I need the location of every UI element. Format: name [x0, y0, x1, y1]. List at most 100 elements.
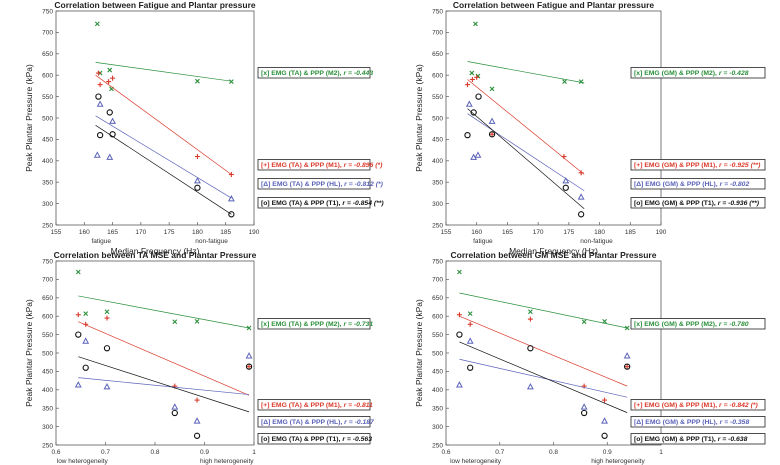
regression-line-m1 — [78, 321, 250, 396]
regression-line-t1 — [459, 341, 628, 413]
data-point-m1 — [83, 321, 89, 327]
y-tick-label: 450 — [42, 137, 53, 144]
legend-box-m2 — [257, 67, 371, 79]
chart-panel-1: Correlation between Fatigue and Plantar … — [24, 0, 384, 256]
data-point-hl — [227, 195, 235, 202]
regression-line-m1 — [95, 74, 232, 175]
data-point-hl — [562, 177, 570, 184]
y-tick-label: 650 — [432, 295, 443, 302]
data-point-hl — [193, 177, 201, 184]
legend-entry-t1: [o] EMG (TA) & PPP (T1), r = -0.563 — [261, 436, 372, 443]
data-point-t1 — [96, 131, 104, 139]
y-tick-label: 350 — [42, 406, 53, 413]
legend-entry-m2: [x] EMG (TA) & PPP (M2), r = -0.443 — [261, 70, 373, 77]
x-tick-label: 0.8 — [150, 449, 159, 456]
data-point-t1 — [75, 331, 82, 338]
data-point-t1 — [562, 184, 569, 191]
legend-box-t1 — [257, 197, 371, 209]
y-tick-label: 550 — [432, 332, 443, 339]
chart-panel-2: Correlation between Fatigue and Plantar … — [414, 0, 766, 256]
data-point-hl — [82, 337, 90, 344]
data-point-hl — [96, 100, 104, 107]
data-point-t1 — [103, 345, 111, 352]
legend-box-m2 — [257, 318, 371, 330]
y-tick-label: 350 — [432, 406, 443, 413]
regression-line-m2 — [459, 292, 628, 329]
y-tick-label: 750 — [432, 8, 443, 15]
chart-panel-3: Correlation between TA MSE and Plantar P… — [24, 250, 375, 465]
data-point-t1 — [467, 364, 474, 371]
x-tick-label: 0.6 — [441, 449, 450, 456]
x-axis-annotation: fatigue — [473, 238, 493, 245]
y-tick-label: 350 — [42, 180, 53, 187]
data-point-m2 — [473, 21, 478, 27]
data-point-t1 — [580, 409, 588, 417]
data-point-m2 — [83, 311, 89, 317]
x-axis-label: Median Frequency (Hz) — [111, 246, 200, 256]
chart-title: Correlation between Fatigue and Plantar … — [453, 0, 654, 10]
data-point-t1 — [171, 409, 178, 417]
regression-line-hl — [95, 115, 232, 199]
y-tick-label: 350 — [432, 180, 443, 187]
y-tick-label: 300 — [432, 424, 443, 431]
data-point-m1 — [465, 82, 470, 88]
x-tick-label: 0.9 — [200, 449, 209, 456]
y-tick-label: 600 — [42, 314, 53, 321]
data-point-m1 — [456, 312, 462, 318]
y-tick-label: 650 — [432, 51, 443, 58]
y-tick-label: 700 — [432, 30, 443, 37]
y-tick-label: 400 — [432, 387, 443, 394]
data-point-m1 — [104, 315, 110, 321]
data-point-hl — [601, 417, 609, 424]
data-point-t1 — [470, 109, 477, 116]
x-tick-label: 155 — [441, 229, 452, 236]
legend-entry-t1: [o] EMG (GM) & PPP (T1), r = -0.936 (**) — [634, 200, 760, 207]
legend-entry-hl: [Δ] EMG (TA) & PPP (HL), r = -0.812 (*) — [261, 181, 384, 188]
y-tick-label: 550 — [42, 94, 53, 101]
data-point-hl — [245, 352, 253, 359]
y-tick-label: 250 — [432, 222, 443, 229]
data-point-m2 — [457, 269, 462, 275]
data-point-t1 — [95, 93, 102, 100]
y-tick-label: 300 — [42, 424, 53, 431]
y-tick-label: 600 — [42, 73, 53, 80]
data-point-hl — [93, 151, 101, 158]
chart-title: Correlation between Fatigue and Plantar … — [54, 0, 255, 10]
regression-line-m2 — [78, 295, 250, 329]
y-tick-label: 250 — [432, 442, 443, 449]
y-tick-label: 450 — [432, 137, 443, 144]
data-point-m2 — [578, 79, 584, 85]
data-point-hl — [465, 100, 473, 107]
plot-frame — [55, 10, 255, 226]
chart-panel-4: Correlation between GM MSE and Plantar P… — [414, 250, 766, 465]
regression-line-t1 — [78, 356, 250, 413]
legend-entry-hl: [Δ] EMG (GM) & PPP (HL), r = -0.358 — [634, 419, 749, 426]
data-point-m1 — [624, 364, 630, 370]
x-axis-annotation: high heterogeneity — [591, 458, 645, 465]
data-point-hl — [488, 117, 496, 124]
legend-entry-m1: [+] EMG (TA) & PPP (M1), r = -0.811 — [261, 402, 373, 409]
data-point-hl — [74, 381, 82, 388]
data-point-m1 — [467, 321, 473, 327]
y-tick-label: 450 — [432, 369, 443, 376]
data-point-t1 — [228, 211, 235, 218]
legend-box-m2 — [630, 318, 766, 330]
legend-box-hl — [630, 416, 766, 428]
data-point-hl — [580, 403, 588, 410]
y-tick-label: 300 — [42, 201, 53, 208]
legend-box-m2 — [630, 67, 766, 79]
legend-entry-m2: [x] EMG (TA) & PPP (M2), r = -0.731 — [261, 321, 373, 328]
y-tick-label: 700 — [42, 30, 53, 37]
data-point-t1 — [488, 131, 496, 138]
data-point-m1 — [106, 79, 112, 85]
data-point-m1 — [474, 74, 480, 80]
data-point-m2 — [246, 325, 252, 331]
x-axis-annotation: non-fatigue — [580, 238, 613, 245]
data-point-hl — [623, 352, 631, 359]
data-point-hl — [103, 383, 111, 390]
x-tick-label: 185 — [220, 229, 231, 236]
regression-line-hl — [459, 358, 628, 398]
data-point-m2 — [602, 318, 607, 324]
data-point-m2 — [562, 79, 567, 85]
